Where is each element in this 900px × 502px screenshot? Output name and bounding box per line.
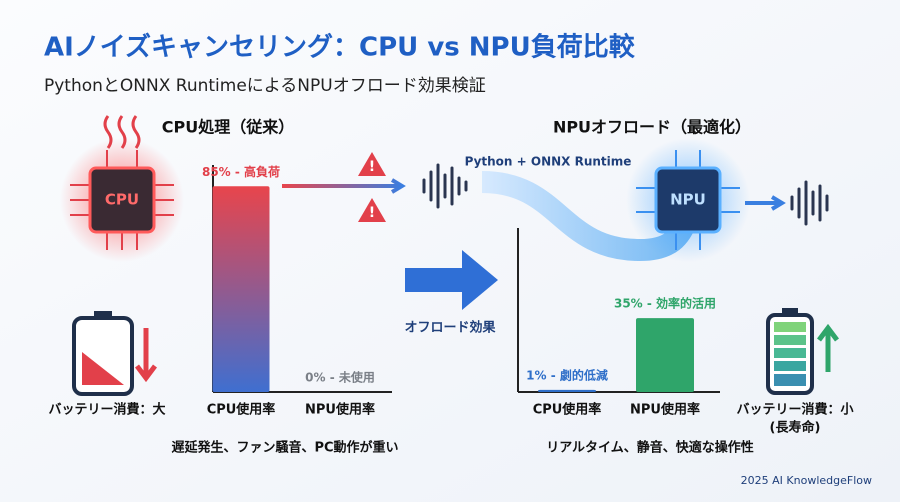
page-title: AIノイズキャンセリング：CPU vs NPU負荷比較 xyxy=(44,32,636,63)
audio-wave-left xyxy=(422,163,468,209)
x-tick-label: NPU使用率 xyxy=(630,402,700,418)
battery-right-note: (長寿命) xyxy=(770,420,821,436)
battery-right-icon xyxy=(766,308,839,395)
bar xyxy=(636,318,694,392)
load-arrow xyxy=(282,178,406,194)
npu-chip-label: NPU xyxy=(670,191,706,209)
page-subtitle: PythonとONNX RuntimeによるNPUオフロード効果検証 xyxy=(44,76,486,96)
battery-left-icon xyxy=(72,311,157,396)
chart-title: CPU処理（従来） xyxy=(162,118,294,137)
chart-title: NPUオフロード（最適化） xyxy=(553,118,751,137)
charts: CPU処理（従来） 85% - 高負荷 CPU使用率 0% - 未使用 NPU使用率遅延… xyxy=(162,118,754,456)
chart-caption: 遅延発生、ファン騒音、PC動作が重い xyxy=(171,440,398,456)
offload-arrow xyxy=(405,250,498,310)
chart-caption: リアルタイム、静音、快適な操作性 xyxy=(546,440,754,456)
offload-label: オフロード効果 xyxy=(404,320,495,336)
cpu-chip-icon xyxy=(60,115,184,262)
bar xyxy=(212,186,270,392)
value-label: 85% - 高負荷 xyxy=(202,164,280,179)
value-label: 35% - 効率的活用 xyxy=(614,296,716,311)
warning-icons: ! ! xyxy=(358,152,386,222)
svg-text:!: ! xyxy=(369,205,375,221)
battery-left-label: バッテリー消費：大 xyxy=(48,402,165,418)
battery-right-label: バッテリー消費：小 xyxy=(736,402,853,418)
cpu-chip-label: CPU xyxy=(105,191,139,209)
value-label: 1% - 劇的低減 xyxy=(526,367,608,382)
x-tick-label: CPU使用率 xyxy=(533,402,602,418)
audio-wave-right xyxy=(790,180,829,226)
svg-text:!: ! xyxy=(369,159,375,175)
output-arrow xyxy=(745,195,786,211)
value-label: 0% - 未使用 xyxy=(305,370,375,385)
footer: 2025 AI KnowledgeFlow xyxy=(741,474,872,487)
pipeline-label: Python + ONNX Runtime xyxy=(465,155,632,169)
x-tick-label: NPU使用率 xyxy=(305,402,375,418)
bar xyxy=(538,389,596,392)
npu-chip-icon xyxy=(626,138,750,262)
x-tick-label: CPU使用率 xyxy=(207,402,276,418)
